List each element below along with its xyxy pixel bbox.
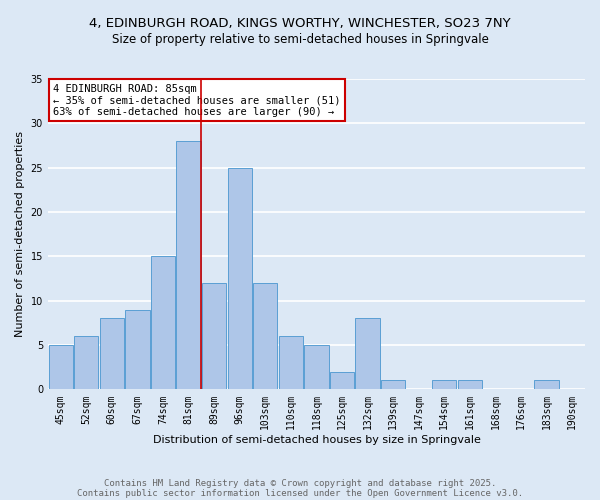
Bar [279,336,303,390]
Bar [304,345,329,390]
Bar [458,380,482,390]
Y-axis label: Number of semi-detached properties: Number of semi-detached properties [15,131,25,337]
Bar [202,283,226,390]
Bar [381,380,406,390]
Text: Size of property relative to semi-detached houses in Springvale: Size of property relative to semi-detach… [112,32,488,46]
Bar [253,283,277,390]
Bar [151,256,175,390]
Bar [49,345,73,390]
Bar [125,310,149,390]
Text: Contains HM Land Registry data © Crown copyright and database right 2025.: Contains HM Land Registry data © Crown c… [104,478,496,488]
Bar [535,380,559,390]
Text: Contains public sector information licensed under the Open Government Licence v3: Contains public sector information licen… [77,488,523,498]
Bar [227,168,252,390]
Bar [176,141,201,390]
Text: 4 EDINBURGH ROAD: 85sqm
← 35% of semi-detached houses are smaller (51)
63% of se: 4 EDINBURGH ROAD: 85sqm ← 35% of semi-de… [53,84,341,117]
Bar [74,336,98,390]
Bar [355,318,380,390]
Bar [100,318,124,390]
Bar [432,380,457,390]
Bar [330,372,354,390]
X-axis label: Distribution of semi-detached houses by size in Springvale: Distribution of semi-detached houses by … [152,435,481,445]
Text: 4, EDINBURGH ROAD, KINGS WORTHY, WINCHESTER, SO23 7NY: 4, EDINBURGH ROAD, KINGS WORTHY, WINCHES… [89,18,511,30]
